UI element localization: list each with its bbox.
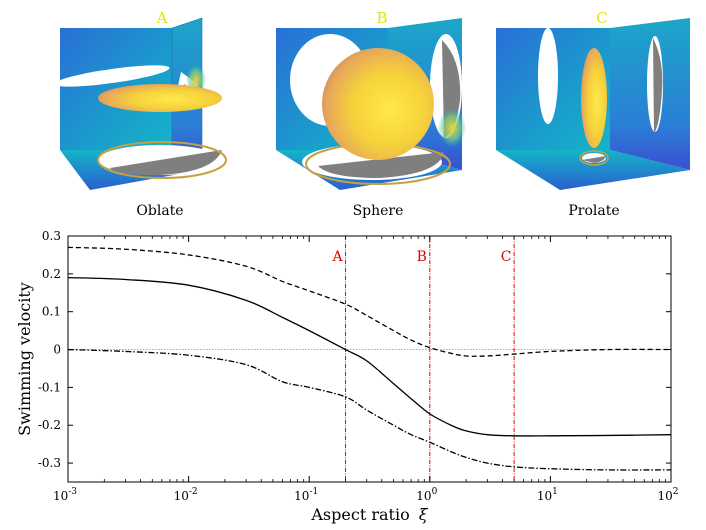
marker-label-a: A xyxy=(331,249,343,265)
series-line-solid xyxy=(67,276,672,437)
panel-oblate: A Oblate xyxy=(54,9,227,219)
marker-label-b: B xyxy=(417,249,427,265)
caption-prolate: Prolate xyxy=(568,203,619,219)
x-axis-label-symbol: ξ xyxy=(419,505,429,524)
sphere-body xyxy=(322,48,434,160)
panel-letter-b: B xyxy=(376,9,387,27)
x-tick-label: 100 xyxy=(416,487,437,503)
series-line-dashed xyxy=(67,246,672,357)
y-tick-label: -0.1 xyxy=(38,380,61,394)
x-tick-label: 10-3 xyxy=(53,487,77,503)
tick-group: 0.3 0.2 0.1 0 -0.1 -0.2 -0.3 10-3 10-2 10-1 100 101… xyxy=(38,229,679,503)
series-group xyxy=(67,246,672,471)
marker-label-c: C xyxy=(501,249,512,265)
plot-frame xyxy=(67,235,672,483)
oblate-body xyxy=(98,84,222,112)
x-tick-label: 10-1 xyxy=(294,487,318,503)
vertical-markers: A B C xyxy=(331,236,515,482)
x-axis-label: Aspect ratio ξ xyxy=(310,505,428,524)
shadow-side-gray xyxy=(653,38,663,134)
y-tick-label: 0.1 xyxy=(42,305,61,319)
y-axis-label: Swimming velocity xyxy=(15,282,34,436)
shadow-floor-gray xyxy=(318,152,444,178)
x-tick-label: 10-2 xyxy=(174,487,198,503)
panel-sphere: B Sphere xyxy=(276,9,466,219)
y-tick-label: 0 xyxy=(53,343,61,357)
y-tick-label: -0.3 xyxy=(38,456,61,470)
floor xyxy=(496,150,690,190)
shadow-floor-gray xyxy=(582,156,606,163)
series-line-dash-dot xyxy=(67,348,672,471)
y-tick-label: 0.2 xyxy=(42,267,61,281)
panel-prolate: C Prolate xyxy=(496,9,690,219)
shadow-ellipse-back xyxy=(54,65,170,87)
x-axis-label-text: Aspect ratio xyxy=(310,505,409,524)
shadow-back-wall xyxy=(538,28,558,124)
x-tick-label: 101 xyxy=(537,487,558,503)
y-tick-label: -0.2 xyxy=(38,418,61,432)
x-tick-label: 102 xyxy=(657,487,678,503)
y-tick-label: 0.3 xyxy=(42,229,61,243)
caption-sphere: Sphere xyxy=(353,203,404,219)
panel-letter-a: A xyxy=(156,9,168,27)
caption-oblate: Oblate xyxy=(136,203,183,219)
prolate-body xyxy=(581,48,607,148)
velocity-chart: A B C 0.3 0.2 0.1 0 -0.1 -0.2 -0.3 10-3 10-2 10-1 10… xyxy=(15,229,679,524)
panel-letter-c: C xyxy=(596,9,607,27)
shadow-floor-gray xyxy=(110,150,222,176)
